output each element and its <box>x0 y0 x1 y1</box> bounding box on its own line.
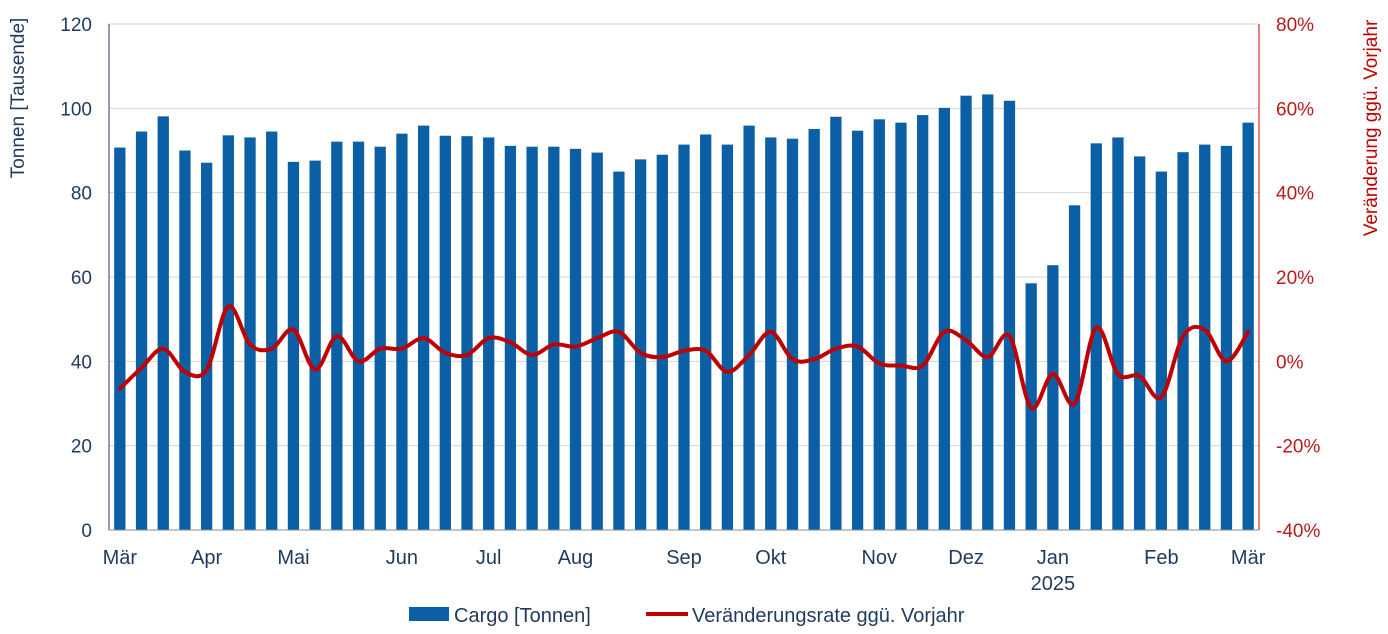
right-tick-label: -20% <box>1276 437 1320 458</box>
legend: Cargo [Tonnen] Veränderungsrate ggü. Vor… <box>409 605 965 627</box>
bar <box>678 144 690 530</box>
bar <box>179 150 191 530</box>
x-tick-label: Dez <box>948 547 984 569</box>
bar <box>873 119 885 531</box>
bar <box>700 134 712 530</box>
bar <box>417 125 430 530</box>
bar <box>1047 265 1059 530</box>
bar <box>1199 144 1211 530</box>
bar <box>1155 171 1167 531</box>
bar <box>591 152 603 530</box>
left-axis-title: Tonnen [Tausende] <box>8 18 29 179</box>
bar <box>222 135 234 530</box>
x-tick-label: Aug <box>558 547 594 569</box>
bar <box>504 145 517 530</box>
x-tick-label: Jan <box>1037 547 1069 569</box>
bar <box>1003 100 1016 530</box>
bar <box>917 115 929 530</box>
bar <box>960 95 972 530</box>
bar <box>439 135 451 530</box>
x-tick-label: Nov <box>861 547 897 569</box>
bar <box>352 141 365 530</box>
bar <box>808 128 820 530</box>
bar <box>374 146 386 530</box>
x-tick-label: Jun <box>386 547 418 569</box>
change-rate-line <box>117 304 1251 411</box>
x-tick-label: Sep <box>666 547 702 569</box>
bar <box>157 116 169 530</box>
bar <box>569 148 582 530</box>
bar <box>1068 205 1081 531</box>
bar <box>309 160 321 530</box>
bar <box>634 159 647 531</box>
plot-frame <box>108 24 1260 531</box>
bar <box>830 116 842 531</box>
right-axis-title: Veränderung ggü. Vorjahr <box>1361 19 1382 236</box>
left-axis-ticks: 0 20 40 60 80 100 120 <box>60 15 92 542</box>
right-tick-label: 40% <box>1276 184 1314 205</box>
x-tick-label: Mär <box>1231 547 1266 569</box>
bar <box>895 122 907 531</box>
bar <box>743 125 755 530</box>
right-tick-label: 0% <box>1276 352 1304 373</box>
bar-series-cargo <box>114 94 1254 531</box>
bar <box>526 146 538 530</box>
x-year-label: 2025 <box>1031 573 1076 595</box>
right-tick-label: 80% <box>1276 15 1314 36</box>
x-tick-label: Jul <box>476 547 502 569</box>
bar <box>266 131 278 530</box>
bar <box>483 137 495 530</box>
right-tick-label: 20% <box>1276 268 1314 289</box>
bar <box>1112 137 1124 530</box>
x-tick-label: Okt <box>755 547 787 569</box>
x-tick-label: Mai <box>277 547 309 569</box>
bar <box>396 133 408 530</box>
bar <box>114 147 126 530</box>
bar <box>1220 145 1233 530</box>
left-tick-label: 20 <box>71 437 92 458</box>
bar <box>244 137 256 530</box>
x-tick-label: Apr <box>191 547 222 569</box>
bar <box>721 144 734 530</box>
bar <box>1242 122 1254 531</box>
line-series-change-rate <box>117 304 1251 411</box>
left-tick-label: 100 <box>60 99 92 120</box>
left-tick-label: 120 <box>60 15 92 36</box>
bar <box>982 94 994 530</box>
bar <box>1177 152 1189 531</box>
bar <box>786 138 799 530</box>
left-tick-label: 80 <box>71 184 92 205</box>
bar <box>548 146 560 530</box>
bar <box>201 162 213 530</box>
legend-label-change-rate: Veränderungsrate ggü. Vorjahr <box>692 605 965 627</box>
bar <box>135 131 148 530</box>
bar <box>287 161 300 530</box>
x-axis-ticks: Mär Apr Mai Jun Jul Aug Sep Okt Nov Dez Jan Feb Mär 2… <box>103 547 1266 595</box>
bar <box>938 107 951 530</box>
left-tick-label: 60 <box>71 268 92 289</box>
left-tick-label: 0 <box>81 521 92 542</box>
left-tick-label: 40 <box>71 352 92 373</box>
x-tick-label: Mär <box>103 547 138 569</box>
right-tick-label: 60% <box>1276 99 1314 120</box>
bar <box>1134 156 1146 531</box>
bar <box>1090 143 1102 530</box>
right-tick-label: -40% <box>1276 521 1320 542</box>
x-tick-label: Feb <box>1144 547 1178 569</box>
legend-swatch-cargo <box>409 607 449 621</box>
bar <box>656 154 668 530</box>
bar <box>461 136 473 530</box>
bar <box>851 130 864 530</box>
bar <box>613 171 625 531</box>
legend-label-cargo: Cargo [Tonnen] <box>454 605 591 627</box>
right-axis-ticks: -40% -20% 0% 20% 40% 60% 80% <box>1276 15 1320 542</box>
